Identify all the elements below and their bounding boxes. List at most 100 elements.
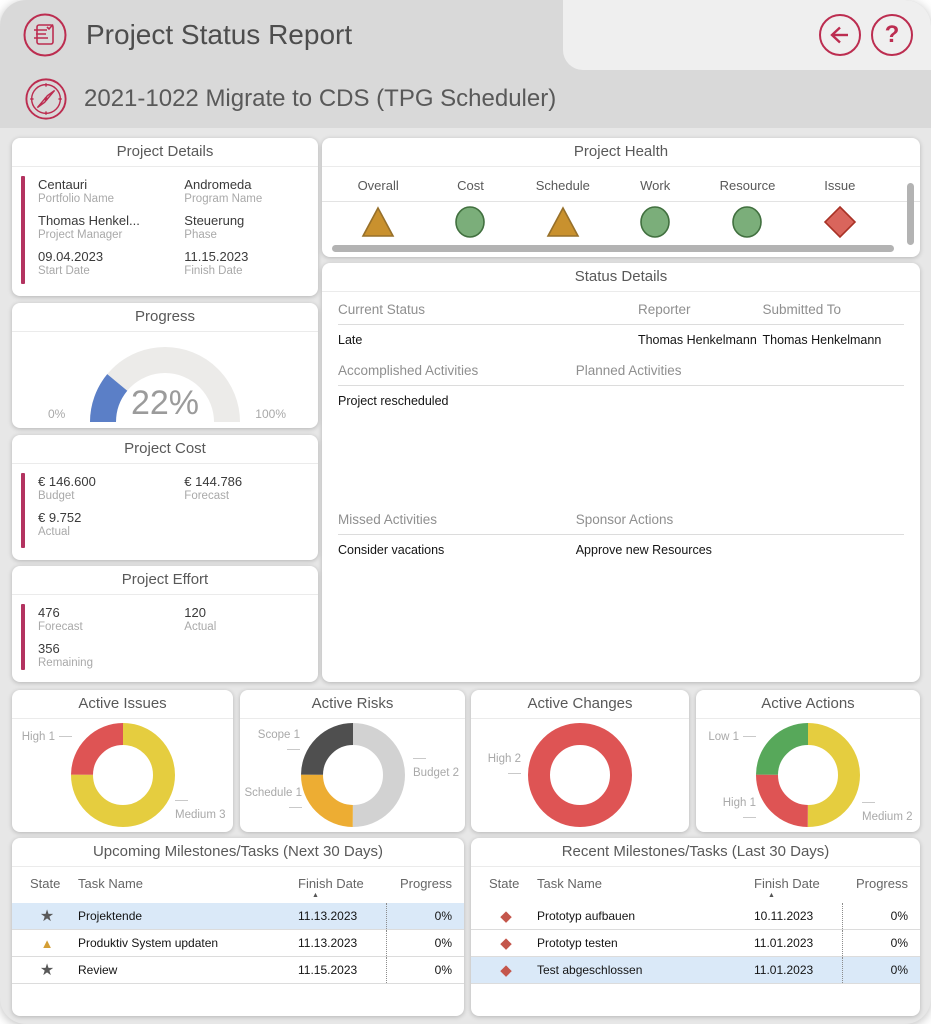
field-value: Thomas Henkel... xyxy=(38,213,140,228)
health-indicator-resource xyxy=(701,205,793,244)
field-project-manager: Thomas Henkel... Project Manager xyxy=(38,213,184,241)
card-title: Active Actions xyxy=(696,690,920,719)
health-label-schedule: Schedule xyxy=(535,178,590,193)
task-name: Prototyp testen xyxy=(537,936,618,950)
title-row: Project Status Report xyxy=(0,0,352,70)
col-state[interactable]: State xyxy=(489,876,520,891)
callout-high: High 2 xyxy=(485,752,521,781)
table-row[interactable]: ★ Review 11.15.2023 0% xyxy=(12,957,464,984)
donut-slice-schedule[interactable] xyxy=(300,723,405,827)
progress-gauge[interactable]: 22% 0% 100% xyxy=(12,332,318,428)
donut-slice-high[interactable] xyxy=(70,723,175,827)
callout-low: Low 1 xyxy=(706,730,756,744)
active-changes-card: Active Changes High 2 xyxy=(471,690,689,832)
field-value: Centauri xyxy=(38,177,88,192)
health-label-overall: Overall xyxy=(357,178,399,193)
value-planned xyxy=(576,394,904,512)
field-label: Phase xyxy=(184,229,217,241)
callout-scope: Scope 1 xyxy=(246,728,300,757)
card-title: Progress xyxy=(12,303,318,332)
col-finish-date[interactable]: Finish Date ▲ xyxy=(754,876,842,899)
progress-value: 0% xyxy=(386,957,452,983)
health-label-issue: Issue xyxy=(824,178,856,193)
value-submitted-to: Thomas Henkelmann xyxy=(762,333,882,347)
donut-slice-high[interactable] xyxy=(756,723,860,827)
active-actions-donut[interactable] xyxy=(756,723,860,827)
progress-value: 0% xyxy=(842,957,908,983)
col-task-name[interactable]: Task Name xyxy=(78,876,144,891)
field-portfolio-name: Centauri Portfolio Name xyxy=(38,177,184,205)
value-accomplished: Project rescheduled xyxy=(338,394,449,408)
callout-schedule: Schedule 1 xyxy=(240,786,302,815)
card-title: Project Cost xyxy=(12,435,318,464)
subtitle-row: 2021-1022 Migrate to CDS (TPG Scheduler) xyxy=(0,70,556,128)
table-row[interactable]: ◆ Prototyp testen 11.01.2023 0% xyxy=(471,930,920,957)
sort-ascending-icon: ▲ xyxy=(768,892,775,899)
circle-status-icon xyxy=(640,206,670,238)
donut-slice-low[interactable] xyxy=(756,723,860,827)
finish-date: 11.01.2023 xyxy=(754,963,814,977)
donut-slice-high[interactable] xyxy=(528,723,632,827)
finish-date: 11.13.2023 xyxy=(298,909,358,923)
triangle-status-icon xyxy=(361,206,395,237)
project-details-card: Project Details Centauri Portfolio Name An… xyxy=(12,138,318,296)
field-forecast: € 144.786 Forecast xyxy=(184,474,304,502)
health-label-resource: Resource xyxy=(719,178,776,193)
accent-bar xyxy=(21,176,25,284)
progress-value: 0% xyxy=(386,903,452,929)
callout-medium: Medium 3 xyxy=(175,793,231,822)
health-indicator-cost xyxy=(424,205,516,244)
field-value: € 9.752 xyxy=(38,510,82,525)
health-icons xyxy=(322,202,920,244)
active-actions-card: Active Actions Low 1 High 1 Medium 2 xyxy=(696,690,920,832)
health-indicator-overall xyxy=(332,205,424,244)
field-label: Program Name xyxy=(184,193,263,205)
col-progress[interactable]: Progress xyxy=(399,876,452,891)
field-finish-date: 11.15.2023 Finish Date xyxy=(184,249,304,277)
field-value: Andromeda xyxy=(184,177,252,192)
field-actual: 120 Actual xyxy=(184,605,304,633)
horizontal-scrollbar[interactable] xyxy=(332,245,894,252)
col-task-name[interactable]: Task Name xyxy=(537,876,603,891)
field-remaining: 356 Remaining xyxy=(38,641,184,669)
table-row[interactable]: ◆ Prototyp aufbauen 10.11.2023 0% xyxy=(471,903,920,930)
card-title: Project Effort xyxy=(12,566,318,595)
field-budget: € 146.600 Budget xyxy=(38,474,184,502)
gauge-arc xyxy=(90,347,240,423)
active-risks-donut[interactable] xyxy=(300,723,405,827)
back-button[interactable] xyxy=(819,14,861,56)
compass-icon xyxy=(25,78,67,120)
vertical-scrollbar[interactable] xyxy=(907,183,914,245)
table-row[interactable]: ◆ Test abgeschlossen 11.01.2023 0% xyxy=(471,957,920,984)
col-finish-date[interactable]: Finish Date ▲ xyxy=(298,876,386,899)
field-label: Forecast xyxy=(38,621,83,633)
header-reporter: Reporter xyxy=(637,302,691,317)
header-toolbar: ? xyxy=(563,0,931,70)
header-current-status: Current Status xyxy=(338,302,426,317)
field-value: 120 xyxy=(184,605,206,620)
col-progress[interactable]: Progress xyxy=(855,876,908,891)
active-issues-donut[interactable] xyxy=(70,723,175,827)
help-button[interactable]: ? xyxy=(871,14,913,56)
donut-slice-scope[interactable] xyxy=(300,723,405,827)
header-accomplished: Accomplished Activities xyxy=(338,363,479,378)
progress-value: 22% xyxy=(130,384,200,422)
active-changes-donut[interactable] xyxy=(528,723,632,827)
field-label: Start Date xyxy=(38,265,90,277)
field-value: 476 xyxy=(38,605,60,620)
table-row[interactable]: ★ Projektende 11.13.2023 0% xyxy=(12,903,464,930)
card-title: Status Details xyxy=(322,263,920,292)
header-submitted-to: Submitted To xyxy=(762,302,842,317)
project-health-card: Project Health Overall Cost Schedule Work Re… xyxy=(322,138,920,257)
field-label: Portfolio Name xyxy=(38,193,115,205)
card-title: Active Risks xyxy=(240,690,465,719)
col-state[interactable]: State xyxy=(30,876,61,891)
table-row[interactable]: ▲ Produktiv System updaten 11.13.2023 0% xyxy=(12,930,464,957)
gauge-max-label: 100% xyxy=(255,407,286,421)
circle-status-icon xyxy=(455,206,486,238)
diamond-status-icon xyxy=(823,205,856,239)
star-icon: ★ xyxy=(39,962,55,979)
task-name: Prototyp aufbauen xyxy=(537,909,636,923)
gauge-min-label: 0% xyxy=(48,407,66,421)
task-name: Projektende xyxy=(78,909,143,923)
